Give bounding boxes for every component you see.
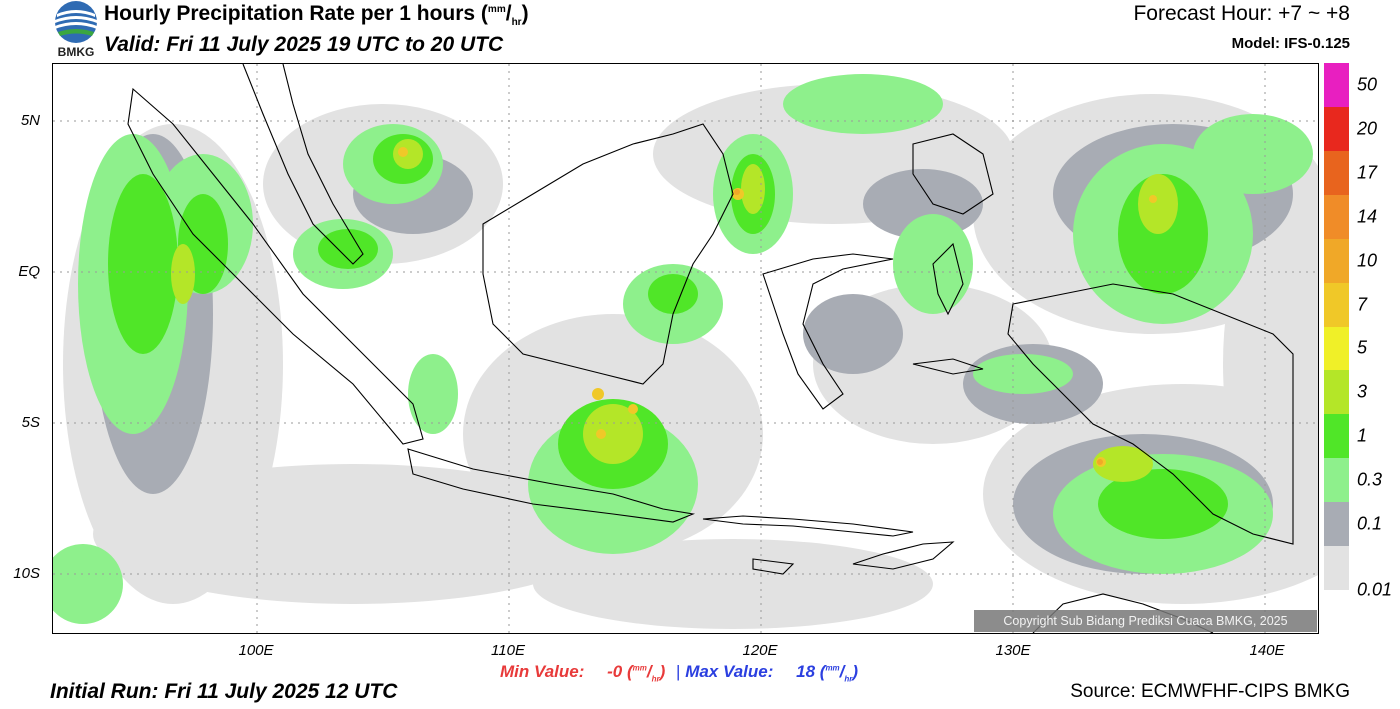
- lat-label: EQ: [18, 263, 40, 280]
- model-name: Model: IFS-0.125: [1231, 35, 1350, 52]
- forecast-hour: Forecast Hour: +7 ~ +8: [1133, 2, 1350, 25]
- colorbar-segment: [1324, 106, 1349, 152]
- lat-label: 5N: [20, 112, 40, 129]
- copyright-notice: Copyright Sub Bidang Prediksi Cuaca BMKG…: [974, 610, 1317, 632]
- lon-label: 100E: [238, 642, 274, 659]
- lon-label: 120E: [742, 642, 778, 659]
- max-label: Max Value:: [685, 662, 774, 681]
- valid-time: Valid: Fri 11 July 2025 19 UTC to 20 UTC: [104, 33, 504, 56]
- colorbar-segment: [1324, 458, 1349, 503]
- lat-label: 10S: [13, 565, 40, 582]
- colorbar-label: 0.01: [1357, 579, 1393, 600]
- colorbar-segment: [1324, 282, 1349, 327]
- precipitation-map: [52, 63, 1319, 634]
- colorbar-segment: [1324, 238, 1349, 284]
- lon-label: 110E: [491, 642, 525, 659]
- colorbar-label: 3: [1357, 381, 1368, 402]
- max-unit-num: mm: [825, 663, 840, 673]
- colorbar-label: 0.3: [1357, 469, 1383, 490]
- logo-text: BMKG: [57, 45, 95, 59]
- data-source: Source: ECMWFHF-CIPS BMKG: [1070, 681, 1350, 702]
- colorbar-segment: [1324, 63, 1349, 108]
- colorbar-label: 10: [1357, 250, 1378, 271]
- min-max-values: Min Value: -0 (mm/hr) | Max Value: 18 (m…: [500, 662, 859, 684]
- title-text: Hourly Precipitation Rate per 1 hours: [104, 2, 476, 25]
- max-value: 18: [796, 662, 816, 681]
- colorbar-segment: [1324, 194, 1349, 240]
- initial-run: Initial Run: Fri 11 July 2025 12 UTC: [50, 680, 398, 703]
- colorbar-segment: [1324, 370, 1349, 415]
- min-unit-den: hr: [651, 674, 660, 684]
- colorbar-segment: [1324, 150, 1349, 196]
- chart-title: Hourly Precipitation Rate per 1 hours (m…: [104, 2, 529, 29]
- title-unit-den: hr: [511, 17, 522, 29]
- colorbar-label: 17: [1357, 162, 1378, 183]
- colorbar-label: 1: [1357, 425, 1368, 446]
- colorbar-label: 5: [1357, 337, 1368, 358]
- min-unit-num: mm: [632, 663, 647, 673]
- colorbar-segment: [1324, 546, 1349, 591]
- colorbar-label: 0.1: [1357, 513, 1383, 534]
- colorbar-label: 50: [1357, 74, 1378, 95]
- lat-label: 5S: [21, 414, 40, 431]
- max-unit-den: hr: [844, 674, 853, 684]
- colorbar-segment: [1324, 414, 1349, 459]
- lon-label: 140E: [1249, 642, 1285, 659]
- colorbar-label: 20: [1357, 118, 1378, 139]
- colorbar-label: 14: [1357, 206, 1378, 227]
- bmkg-logo: [52, 0, 100, 60]
- colorbar-segment: [1324, 502, 1349, 547]
- title-unit-num: mm: [487, 4, 506, 15]
- colorbar-segment: [1324, 326, 1349, 371]
- colorbar: [1324, 63, 1349, 591]
- min-value: -0: [607, 662, 623, 681]
- colorbar-label: 7: [1357, 294, 1368, 315]
- min-label: Min Value:: [500, 662, 585, 681]
- lon-label: 130E: [995, 642, 1031, 659]
